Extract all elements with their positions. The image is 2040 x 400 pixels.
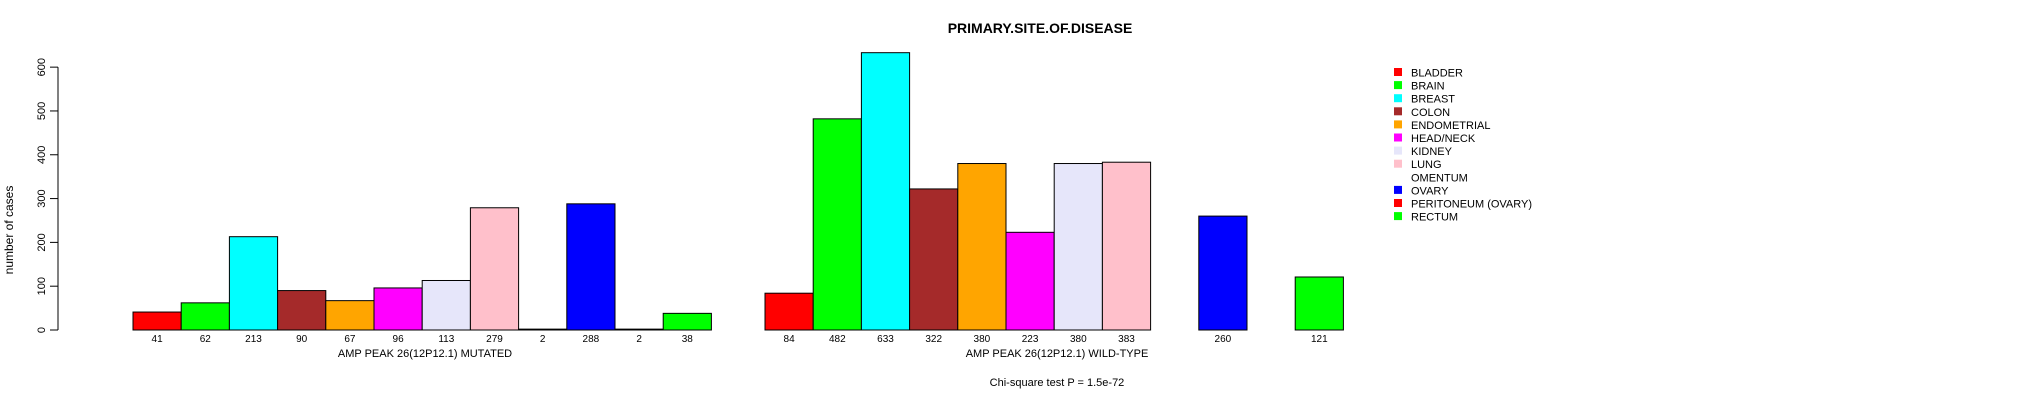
legend-swatch xyxy=(1394,199,1402,207)
y-tick-label: 100 xyxy=(36,277,48,295)
bar-peritoneum-ovary xyxy=(614,328,664,331)
chart-title: PRIMARY.SITE.OF.DISEASE xyxy=(948,20,1133,36)
bar-rectum xyxy=(662,312,712,331)
x-axis-label-mutated: AMP PEAK 26(12P12.1) MUTATED xyxy=(338,348,512,360)
bar-count-label: 41 xyxy=(152,334,164,345)
y-tick-label: 500 xyxy=(36,102,48,120)
legend-swatch xyxy=(1394,133,1402,142)
bar-omentum xyxy=(518,328,568,331)
bar-count-label: 2 xyxy=(636,334,642,345)
bar-count-label: 96 xyxy=(393,334,405,345)
legend-label: BLADDER xyxy=(1411,68,1463,80)
bar-endometrial xyxy=(957,163,1007,331)
legend-swatch xyxy=(1394,120,1402,129)
bar-count-label: 2 xyxy=(540,334,546,345)
bar-count-label: 121 xyxy=(1311,334,1328,345)
panel-wild-type: 84 482 633 322 380 223 380 383 260 121 xyxy=(764,52,1344,345)
bar-bladder xyxy=(764,292,814,331)
bar-colon xyxy=(909,188,959,331)
bar-brain xyxy=(812,118,862,331)
bar-colon xyxy=(277,290,327,331)
y-tick-label: 0 xyxy=(36,327,48,333)
legend-label: ENDOMETRIAL xyxy=(1411,120,1490,132)
bar-breast xyxy=(228,236,279,331)
bar-count-label: 260 xyxy=(1215,334,1232,345)
bar-count-label: 38 xyxy=(682,334,694,345)
y-axis-label: number of cases xyxy=(2,186,16,275)
legend-label: KIDNEY xyxy=(1411,146,1453,158)
legend-swatch xyxy=(1394,68,1402,76)
legend: BLADDERBRAINBREASTCOLONENDOMETRIALHEAD/N… xyxy=(1394,68,1532,224)
y-axis: 0 100 200 300 400 500 600 xyxy=(36,58,59,333)
legend-label: LUNG xyxy=(1411,159,1442,171)
chi-square-footnote: Chi-square test P = 1.5e-72 xyxy=(990,377,1125,389)
bar-count-label: 213 xyxy=(245,334,262,345)
bar-count-label: 380 xyxy=(1070,334,1087,345)
legend-swatch xyxy=(1394,146,1402,155)
x-axis-label-wild-type: AMP PEAK 26(12P12.1) WILD-TYPE xyxy=(966,348,1149,360)
bar-ovary xyxy=(566,203,616,331)
bar-head-neck xyxy=(1005,231,1055,331)
legend-swatch xyxy=(1394,172,1402,181)
bar-count-label: 633 xyxy=(877,334,894,345)
y-tick-label: 600 xyxy=(36,58,48,76)
bar-count-label: 482 xyxy=(829,334,846,345)
legend-swatch xyxy=(1394,212,1402,221)
bar-count-label: 62 xyxy=(200,334,212,345)
bar-lung xyxy=(469,207,520,331)
bar-ovary xyxy=(1198,215,1248,331)
bar-kidney xyxy=(1053,163,1103,331)
panel-mutated: 41 62 213 90 67 96 113 279 2 288 2 38 xyxy=(132,203,712,345)
bar-count-label: 84 xyxy=(784,334,796,345)
bar-count-label: 67 xyxy=(344,334,356,345)
legend-label: PERITONEUM (OVARY) xyxy=(1411,199,1532,211)
y-tick-label: 200 xyxy=(36,233,48,251)
legend-swatch xyxy=(1394,107,1402,116)
legend-swatch xyxy=(1394,94,1402,103)
legend-label: BREAST xyxy=(1411,94,1455,106)
bar-rectum xyxy=(1294,276,1344,331)
legend-swatch xyxy=(1394,81,1402,90)
legend-label: HEAD/NECK xyxy=(1411,133,1476,145)
legend-label: BRAIN xyxy=(1411,81,1445,93)
y-tick-label: 400 xyxy=(36,146,48,164)
bar-count-label: 90 xyxy=(296,334,308,345)
legend-swatch xyxy=(1394,185,1402,194)
legend-label: COLON xyxy=(1411,107,1450,119)
bar-endometrial xyxy=(325,300,375,331)
bar-kidney xyxy=(421,279,471,331)
bar-count-label: 380 xyxy=(974,334,991,345)
bar-bladder xyxy=(132,311,182,331)
bar-count-label: 113 xyxy=(438,334,454,345)
bar-count-label: 279 xyxy=(486,334,503,345)
bar-count-label: 383 xyxy=(1118,334,1135,345)
bar-count-label: 223 xyxy=(1022,334,1039,345)
legend-label: OMENTUM xyxy=(1411,172,1468,184)
bar-brain xyxy=(180,302,230,331)
bar-lung xyxy=(1101,161,1152,331)
legend-swatch xyxy=(1394,159,1402,168)
bar-count-label: 322 xyxy=(925,334,942,345)
legend-label: OVARY xyxy=(1411,185,1449,197)
bar-breast xyxy=(860,52,911,331)
legend-label: RECTUM xyxy=(1411,212,1458,224)
bar-head-neck xyxy=(373,287,423,331)
y-tick-label: 300 xyxy=(36,189,48,207)
bar-count-label: 288 xyxy=(583,334,600,345)
